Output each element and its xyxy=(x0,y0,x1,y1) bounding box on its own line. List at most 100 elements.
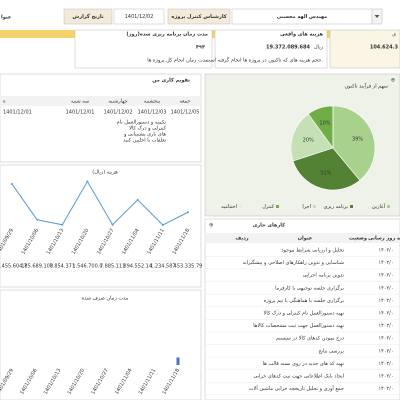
task-title: ایجاد بانک اطلاعاتی جهت ثبت کدهای خرابی xyxy=(254,374,345,380)
task-title: برگزاری جلسه با هماهنگی با تیم پروژه xyxy=(264,297,344,304)
day-header: پنجشنبه xyxy=(144,99,161,105)
task-title: برگزاری جلسه توجیهی با کارفرما xyxy=(275,284,344,291)
kpi-title: ی xyxy=(392,32,396,38)
legend-swatch xyxy=(276,205,279,208)
task-title: تهیه دستورالعمل جهت ثبت مشخصات کالاها xyxy=(253,323,344,329)
day-date: 1401/12/01 xyxy=(66,110,95,116)
chart-title: مدت زمان صرف شده xyxy=(82,296,129,302)
legend-label: اجرا xyxy=(302,204,311,210)
pie-slice xyxy=(292,147,361,191)
date-label-box xyxy=(63,8,113,25)
legend-swatch xyxy=(313,205,316,208)
kpi-title: هزینه های واقعی xyxy=(280,32,323,38)
kpi-value: 19.372.089.684 xyxy=(266,45,310,51)
kpi-value: 104.624.3 xyxy=(370,45,399,51)
task-title: درج نمودن کدهای کالا در سیستم xyxy=(276,336,344,342)
dropdown-arrow xyxy=(374,15,380,18)
value-label: 1.234.587 xyxy=(150,264,175,270)
line-point xyxy=(86,180,89,183)
pie-slice xyxy=(332,105,376,181)
task-title: تدوین برنامه اجرایی xyxy=(303,273,345,279)
day-header: ه xyxy=(3,99,6,105)
calendar-panel xyxy=(0,73,202,163)
kpi-card xyxy=(74,29,213,69)
task-date: ۱۴۰۲/۰ xyxy=(378,361,393,367)
calendar-note: تکمیه و دستورالعمل نام xyxy=(117,120,167,126)
task-date: ۱۴۰۲/۰ xyxy=(378,348,393,354)
day-date: 1401/12/05 xyxy=(171,110,200,116)
day-date: 1401/12/02 xyxy=(104,110,133,116)
pie-slice xyxy=(290,113,334,162)
day-header: جمعه xyxy=(179,99,190,105)
legend-label: اختتامیه xyxy=(221,204,237,210)
kpi-card xyxy=(214,29,328,69)
role-label-box xyxy=(167,8,231,25)
kpi-title: مدت زمان برنامه ریزی شده(روز) xyxy=(126,32,208,38)
day-date: 1401/12/01 xyxy=(3,110,32,116)
legend-label: کنترل xyxy=(262,204,274,210)
panel-icon: ⊕ xyxy=(391,78,395,84)
panel-icon: ⊕ xyxy=(209,223,213,229)
tasks-title: کارهای جاری xyxy=(253,223,285,229)
task-date: ۱۴۰۲/۰ xyxy=(378,336,393,342)
chart-title: سهم از فرآیند تاکنون xyxy=(344,83,388,90)
task-title: شناسایی و تدوین راهکارهای اصلاحی و پیشگی… xyxy=(243,259,344,266)
legend-label: آغازین xyxy=(372,203,386,210)
task-date: ۱۴۰۲/۰ xyxy=(378,374,393,380)
task-date: ۱۴۰۲/۰ xyxy=(378,273,393,279)
legend-label: برنامه ریزی xyxy=(324,204,349,210)
user: مهندس الهه محسنی xyxy=(277,14,328,20)
value-label: 453.335.79 xyxy=(174,264,203,270)
day-header: چهارشنبه xyxy=(108,99,127,105)
report-date: 1401/12/02 xyxy=(125,14,154,20)
left-title: عنوا xyxy=(1,15,11,21)
legend-swatch xyxy=(239,205,242,208)
column-header: به روز رسانی xyxy=(368,236,400,242)
line-point xyxy=(111,223,114,226)
value-label: 185.689.100 xyxy=(21,264,53,270)
slice-label: 10% xyxy=(319,121,330,127)
value-label: 894.552.14 xyxy=(123,264,152,270)
legend-swatch xyxy=(387,205,390,208)
value-label: 7.854.371 xyxy=(50,264,75,270)
value-label: 1.546.700.0 xyxy=(72,264,102,270)
kpi-card xyxy=(329,29,400,69)
kpi-unit: ریال xyxy=(314,45,324,51)
report-date-label: تاریخ گزارش xyxy=(72,13,103,20)
line-point xyxy=(136,198,139,201)
line-series xyxy=(11,180,189,226)
bar-panel xyxy=(0,289,202,400)
column-header: عنوان xyxy=(298,236,313,242)
task-date: ۱۴۰۲/۰ xyxy=(378,248,393,254)
kpi-note: حجم هزینه های که تاکنون در پروژه ها انجا… xyxy=(205,57,323,64)
calendar-note: تعلقات با اخلبین کنید xyxy=(123,138,166,144)
calendar-note: کنترلی و درک کالا xyxy=(129,125,167,132)
line-point xyxy=(11,183,13,186)
day-header: سه شنبه xyxy=(71,99,89,105)
chart-title: هزینه (ریال) xyxy=(92,170,118,176)
role-label: کارشناس کنترل پروژه xyxy=(171,14,226,20)
slice-label: 39% xyxy=(352,137,363,143)
task-title: تهیه دستورالعمل نام کنترلی و درک کالا xyxy=(264,310,345,317)
legend-swatch xyxy=(350,205,353,208)
task-date: ۱۴۰۲/۰ xyxy=(378,311,393,317)
column-header: ردیف xyxy=(235,236,248,242)
task-title: بررسی نتایج xyxy=(318,348,344,354)
date-box xyxy=(113,8,165,25)
calendar-note: های باری پشتیبانی و xyxy=(123,132,166,138)
slice-label: 20% xyxy=(303,137,314,143)
kpi-note: مدت زمان انجام کل پروژه ها xyxy=(147,58,208,64)
value-label: 1.455.604.7 xyxy=(0,264,27,270)
line-point xyxy=(187,211,189,214)
line-point xyxy=(161,223,164,226)
line-point xyxy=(36,218,39,221)
value-label: 7.885.111 xyxy=(100,264,125,270)
bar xyxy=(176,357,180,365)
line-point xyxy=(61,223,64,226)
task-date: ۱۴۰۲/۰ xyxy=(378,298,393,304)
line-panel xyxy=(0,164,202,288)
calendar-header xyxy=(0,96,201,106)
task-date: ۱۴۰۲/۰ xyxy=(378,260,393,266)
task-date: ۱۴۰۲/۰ xyxy=(378,285,393,291)
